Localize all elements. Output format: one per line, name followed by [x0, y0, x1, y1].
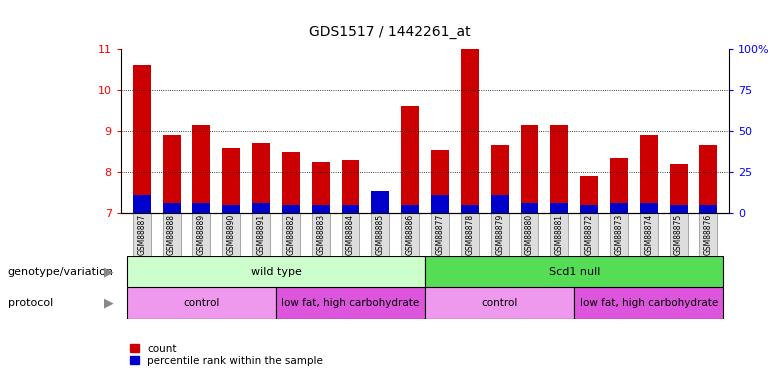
Bar: [610, 158, 628, 213]
Text: ▶: ▶: [104, 297, 113, 310]
Bar: [640, 203, 658, 213]
Bar: [670, 205, 687, 213]
Text: wild type: wild type: [250, 267, 301, 277]
Bar: [371, 191, 389, 213]
FancyBboxPatch shape: [551, 213, 569, 256]
FancyBboxPatch shape: [401, 213, 419, 256]
Text: Scd1 null: Scd1 null: [548, 267, 600, 277]
Bar: [342, 160, 360, 213]
FancyBboxPatch shape: [670, 213, 687, 256]
Bar: [163, 203, 180, 213]
Text: GSM88878: GSM88878: [466, 214, 474, 255]
Text: GSM88877: GSM88877: [435, 214, 445, 255]
Bar: [551, 125, 569, 213]
FancyBboxPatch shape: [193, 213, 211, 256]
Text: GSM88882: GSM88882: [286, 214, 296, 255]
Bar: [282, 205, 300, 213]
Bar: [312, 205, 330, 213]
Bar: [193, 203, 211, 213]
Text: GSM88891: GSM88891: [257, 214, 265, 255]
Bar: [551, 203, 569, 213]
FancyBboxPatch shape: [282, 213, 300, 256]
Bar: [670, 164, 687, 213]
Bar: [640, 135, 658, 213]
FancyBboxPatch shape: [252, 213, 270, 256]
Text: GSM88885: GSM88885: [376, 214, 385, 255]
Text: genotype/variation: genotype/variation: [8, 267, 114, 277]
Text: GSM88883: GSM88883: [316, 214, 325, 255]
Text: GSM88890: GSM88890: [227, 214, 236, 255]
Bar: [222, 205, 240, 213]
Text: GSM88881: GSM88881: [555, 214, 564, 255]
Text: GSM88880: GSM88880: [525, 214, 534, 255]
FancyBboxPatch shape: [312, 213, 330, 256]
Bar: [700, 205, 718, 213]
Bar: [401, 205, 419, 213]
Text: GDS1517 / 1442261_at: GDS1517 / 1442261_at: [309, 26, 471, 39]
Text: GSM88884: GSM88884: [346, 214, 355, 255]
Bar: [133, 65, 151, 213]
Bar: [371, 205, 389, 213]
Text: GSM88889: GSM88889: [197, 214, 206, 255]
FancyBboxPatch shape: [580, 213, 598, 256]
FancyBboxPatch shape: [700, 213, 718, 256]
Text: GSM88872: GSM88872: [585, 214, 594, 255]
Bar: [252, 143, 270, 213]
Bar: [401, 106, 419, 213]
FancyBboxPatch shape: [461, 213, 479, 256]
Text: low fat, high carbohydrate: low fat, high carbohydrate: [282, 298, 420, 308]
FancyBboxPatch shape: [127, 288, 276, 319]
FancyBboxPatch shape: [371, 213, 389, 256]
Text: low fat, high carbohydrate: low fat, high carbohydrate: [580, 298, 718, 308]
Text: control: control: [481, 298, 518, 308]
FancyBboxPatch shape: [425, 256, 723, 288]
Bar: [491, 146, 509, 213]
Text: GSM88876: GSM88876: [704, 214, 713, 255]
Text: GSM88888: GSM88888: [167, 214, 176, 255]
Bar: [342, 205, 360, 213]
Text: protocol: protocol: [8, 298, 53, 308]
Text: GSM88879: GSM88879: [495, 214, 504, 255]
FancyBboxPatch shape: [640, 213, 658, 256]
FancyBboxPatch shape: [163, 213, 180, 256]
FancyBboxPatch shape: [425, 288, 574, 319]
Bar: [193, 125, 211, 213]
FancyBboxPatch shape: [520, 213, 538, 256]
Text: GSM88887: GSM88887: [137, 214, 147, 255]
FancyBboxPatch shape: [342, 213, 360, 256]
Text: GSM88875: GSM88875: [674, 214, 683, 255]
Bar: [133, 195, 151, 213]
Bar: [163, 135, 180, 213]
Bar: [461, 205, 479, 213]
Bar: [491, 195, 509, 213]
Bar: [700, 146, 718, 213]
Bar: [461, 49, 479, 213]
Bar: [282, 152, 300, 213]
Legend: count, percentile rank within the sample: count, percentile rank within the sample: [126, 339, 327, 370]
Bar: [431, 150, 449, 213]
Bar: [312, 162, 330, 213]
Bar: [580, 176, 598, 213]
FancyBboxPatch shape: [127, 256, 425, 288]
Bar: [520, 203, 538, 213]
Text: GSM88873: GSM88873: [615, 214, 623, 255]
Bar: [252, 203, 270, 213]
Bar: [610, 203, 628, 213]
Text: GSM88886: GSM88886: [406, 214, 415, 255]
FancyBboxPatch shape: [222, 213, 240, 256]
FancyBboxPatch shape: [133, 213, 151, 256]
Text: ▶: ▶: [104, 266, 113, 278]
Bar: [222, 147, 240, 213]
FancyBboxPatch shape: [610, 213, 628, 256]
Bar: [431, 195, 449, 213]
FancyBboxPatch shape: [491, 213, 509, 256]
Text: GSM88874: GSM88874: [644, 214, 654, 255]
FancyBboxPatch shape: [431, 213, 449, 256]
Text: control: control: [183, 298, 220, 308]
Bar: [580, 205, 598, 213]
FancyBboxPatch shape: [574, 288, 723, 319]
Bar: [520, 125, 538, 213]
FancyBboxPatch shape: [276, 288, 425, 319]
